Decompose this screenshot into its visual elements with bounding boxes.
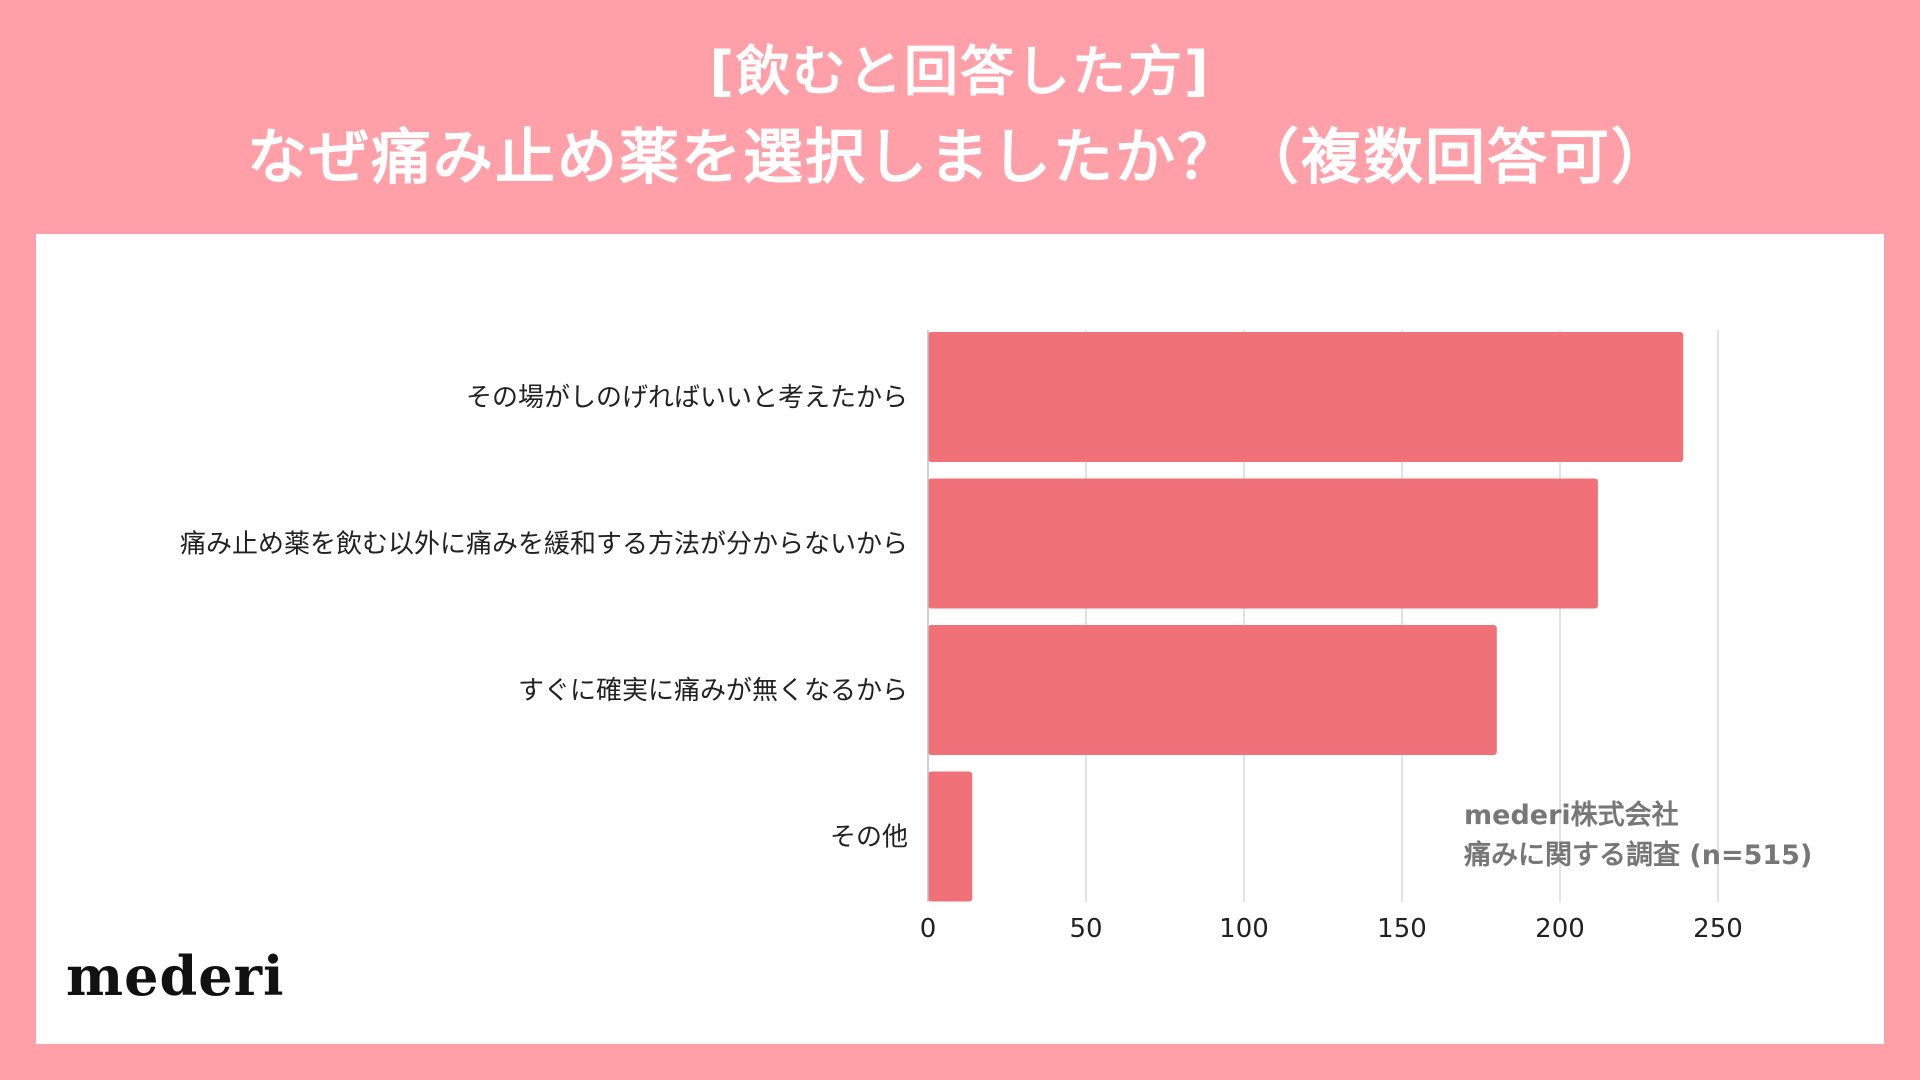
x-tick-label-250: 250 — [1693, 914, 1743, 944]
category-label-3: その他 — [830, 823, 908, 853]
bar-1 — [928, 478, 1598, 609]
x-tick-label-150: 150 — [1377, 914, 1427, 944]
source-survey: 痛みに関する調査 (n=515) — [1464, 840, 1813, 871]
chart-panel: その場がしのげればいいと考えたから痛み止め薬を飲む以外に痛みを緩和する方法が分か… — [36, 234, 1884, 1044]
header: [飲むと回答した方] なぜ痛み止め薬を選択しましたか？（複数回答可） — [0, 0, 1920, 232]
chart-subtitle: [飲むと回答した方] — [709, 40, 1211, 103]
x-tick-label-200: 200 — [1535, 914, 1585, 944]
mederi-logo: mederi — [66, 944, 285, 1008]
bar-0 — [928, 332, 1684, 462]
category-label-2: すぐに確実に痛みが無くなるから — [518, 676, 908, 706]
x-tick-label-50: 50 — [1069, 914, 1102, 944]
category-label-1: 痛み止め薬を飲む以外に痛みを緩和する方法が分からないから — [180, 530, 908, 560]
chart-title: なぜ痛み止め薬を選択しましたか？（複数回答可） — [247, 123, 1673, 193]
x-tick-label-0: 0 — [920, 914, 937, 944]
category-label-0: その場がしのげればいいと考えたから — [466, 383, 908, 413]
source-note: mederi株式会社 痛みに関する調査 (n=515) — [1464, 796, 1812, 876]
x-tick-label-100: 100 — [1219, 914, 1269, 944]
bar-chart: その場がしのげればいいと考えたから痛み止め薬を飲む以外に痛みを緩和する方法が分か… — [180, 330, 1743, 944]
source-company: mederi株式会社 — [1464, 800, 1679, 831]
bar-2 — [928, 625, 1497, 755]
bar-3 — [928, 771, 973, 902]
